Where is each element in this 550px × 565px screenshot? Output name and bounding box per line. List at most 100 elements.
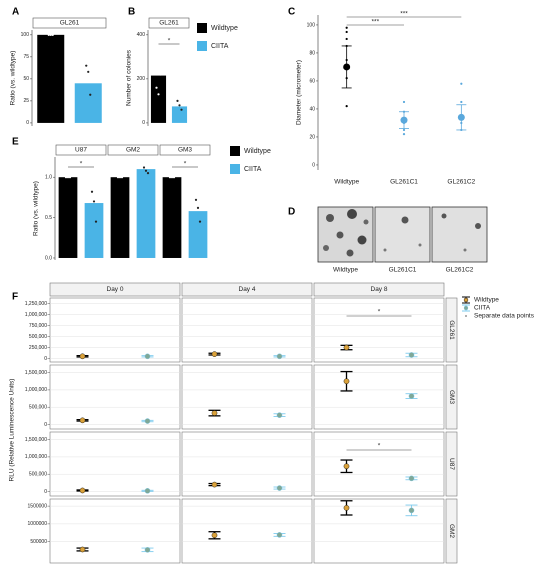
data-point: [402, 110, 406, 113]
x-tick-label: GL261C1: [390, 179, 418, 186]
row-title: GM2: [448, 524, 455, 538]
y-tick-label: 1,000,000: [25, 454, 47, 460]
data-point: [345, 77, 348, 80]
colony: [401, 216, 409, 224]
y-tick-label: 1,000,000: [25, 387, 47, 393]
panel: [313, 498, 445, 564]
mean-point: [144, 418, 151, 424]
y-tick-label: 500,000: [29, 405, 47, 411]
mean-point: [408, 475, 415, 482]
data-point: [51, 33, 54, 36]
y-tick-label: 750,000: [29, 323, 47, 329]
mean-point: [79, 487, 86, 494]
data-point: [345, 26, 348, 29]
data-point: [180, 108, 183, 111]
bar: [84, 203, 104, 258]
significance-label: *: [378, 443, 381, 450]
facet-header: [181, 282, 313, 297]
y-tick-label: 0: [44, 422, 47, 428]
panel-letter: D: [288, 207, 295, 218]
panel: [49, 364, 181, 430]
panel-letter: C: [288, 7, 295, 18]
facet-header: [313, 282, 445, 297]
significance-label: ***: [400, 11, 408, 18]
bar: [150, 75, 167, 123]
colony: [418, 243, 422, 247]
bar: [110, 177, 130, 258]
colony: [326, 214, 334, 222]
y-tick-label: 100: [21, 32, 30, 38]
data-point: [155, 55, 158, 58]
colony: [357, 235, 367, 245]
data-point: [159, 73, 162, 76]
mean-point: [79, 546, 86, 553]
facet-title: Day 4: [239, 286, 256, 293]
mean-point: [400, 116, 408, 124]
facet-header: [148, 17, 190, 29]
data-point: [176, 99, 179, 102]
panel: [49, 498, 181, 564]
legend-label: CIITA: [474, 305, 491, 312]
panel-letter: A: [12, 7, 19, 18]
y-tick-label: 60: [309, 78, 315, 84]
y-tick-label: 1,500,000: [25, 437, 47, 443]
row-strip: [445, 297, 458, 363]
y-tick-label: 100: [307, 22, 316, 28]
facet-title: Day 0: [107, 286, 124, 293]
legend-label: Separate data points: [474, 313, 535, 320]
facet-title: U87: [75, 147, 87, 154]
panel: [181, 297, 313, 363]
significance-label: *: [184, 161, 187, 168]
row-title: GL261: [448, 320, 455, 340]
data-point: [402, 100, 406, 104]
y-axis-label: RLU (Relative Luminescence Units): [9, 379, 16, 482]
data-point: [64, 176, 68, 179]
data-point: [87, 70, 90, 73]
data-point: [345, 105, 348, 108]
mean-point: [343, 378, 350, 385]
data-point: [460, 128, 463, 132]
colony: [336, 231, 344, 239]
data-point: [155, 86, 158, 89]
facet-header: [107, 144, 159, 156]
panel-letter: E: [12, 137, 19, 148]
data-point: [47, 33, 50, 36]
legend-label: Wildtype: [474, 297, 499, 304]
colony: [346, 249, 354, 257]
bar: [188, 211, 208, 258]
panel-letter: B: [128, 7, 135, 18]
bar: [74, 83, 102, 123]
y-tick-label: 1,250,000: [25, 301, 47, 307]
y-tick-label: 1000000: [28, 521, 48, 527]
mean-point: [79, 353, 86, 360]
data-point: [345, 44, 348, 48]
data-point: [345, 58, 348, 62]
significance-label: *: [378, 309, 381, 316]
panel: [181, 364, 313, 430]
colony: [441, 213, 447, 219]
bar: [37, 34, 65, 123]
y-tick-label: 0.5: [45, 215, 52, 221]
mean-point: [211, 532, 218, 539]
mean-point: [276, 532, 283, 538]
data-point: [402, 133, 406, 136]
legend-swatch: [197, 23, 207, 33]
bar: [162, 177, 182, 258]
y-tick-label: 1.0: [45, 175, 52, 181]
legend-swatch: [230, 164, 240, 174]
legend-swatch: [230, 146, 240, 156]
y-tick-label: 75: [23, 54, 29, 60]
data-point: [460, 82, 463, 85]
y-tick-label: 40: [309, 106, 315, 112]
mean-point: [343, 463, 350, 470]
image-caption: Wildtype: [333, 267, 358, 274]
y-tick-label: 400: [137, 32, 146, 38]
data-point: [460, 100, 463, 104]
significance-label: *: [80, 161, 83, 168]
colony: [475, 223, 481, 229]
legend-swatch: [463, 305, 469, 311]
colony: [347, 209, 357, 219]
facet-header: [32, 17, 107, 29]
x-tick-label: Wildtype: [334, 179, 359, 186]
colony-image: [374, 206, 431, 263]
